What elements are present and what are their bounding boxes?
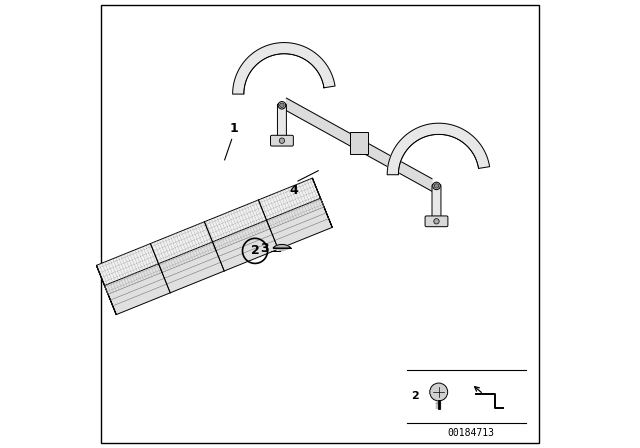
Circle shape xyxy=(278,102,285,109)
Polygon shape xyxy=(104,198,332,314)
Polygon shape xyxy=(233,43,335,94)
Circle shape xyxy=(430,383,448,401)
Polygon shape xyxy=(287,98,432,191)
FancyBboxPatch shape xyxy=(432,184,441,219)
Polygon shape xyxy=(387,123,490,175)
Polygon shape xyxy=(97,178,324,294)
FancyBboxPatch shape xyxy=(278,103,287,138)
Polygon shape xyxy=(273,245,291,251)
Circle shape xyxy=(434,219,439,224)
Circle shape xyxy=(280,103,284,108)
Text: 1: 1 xyxy=(229,122,238,135)
Polygon shape xyxy=(97,265,116,314)
Polygon shape xyxy=(312,178,332,228)
Circle shape xyxy=(435,184,439,188)
FancyBboxPatch shape xyxy=(271,135,293,146)
Circle shape xyxy=(279,138,285,143)
Circle shape xyxy=(433,182,440,190)
Text: 4: 4 xyxy=(289,184,298,197)
FancyBboxPatch shape xyxy=(425,216,448,227)
Text: 2: 2 xyxy=(251,244,259,258)
Text: 2: 2 xyxy=(411,392,419,401)
Text: 3: 3 xyxy=(260,242,269,255)
FancyBboxPatch shape xyxy=(350,132,368,154)
Text: 00184713: 00184713 xyxy=(448,428,495,438)
